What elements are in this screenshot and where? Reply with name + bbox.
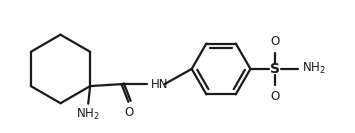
Text: NH$_2$: NH$_2$ [76, 107, 100, 122]
Text: O: O [270, 90, 279, 103]
Text: S: S [270, 62, 280, 76]
Text: O: O [270, 35, 279, 48]
Text: HN: HN [151, 78, 168, 91]
Text: O: O [125, 106, 134, 119]
Text: NH$_2$: NH$_2$ [302, 61, 326, 76]
